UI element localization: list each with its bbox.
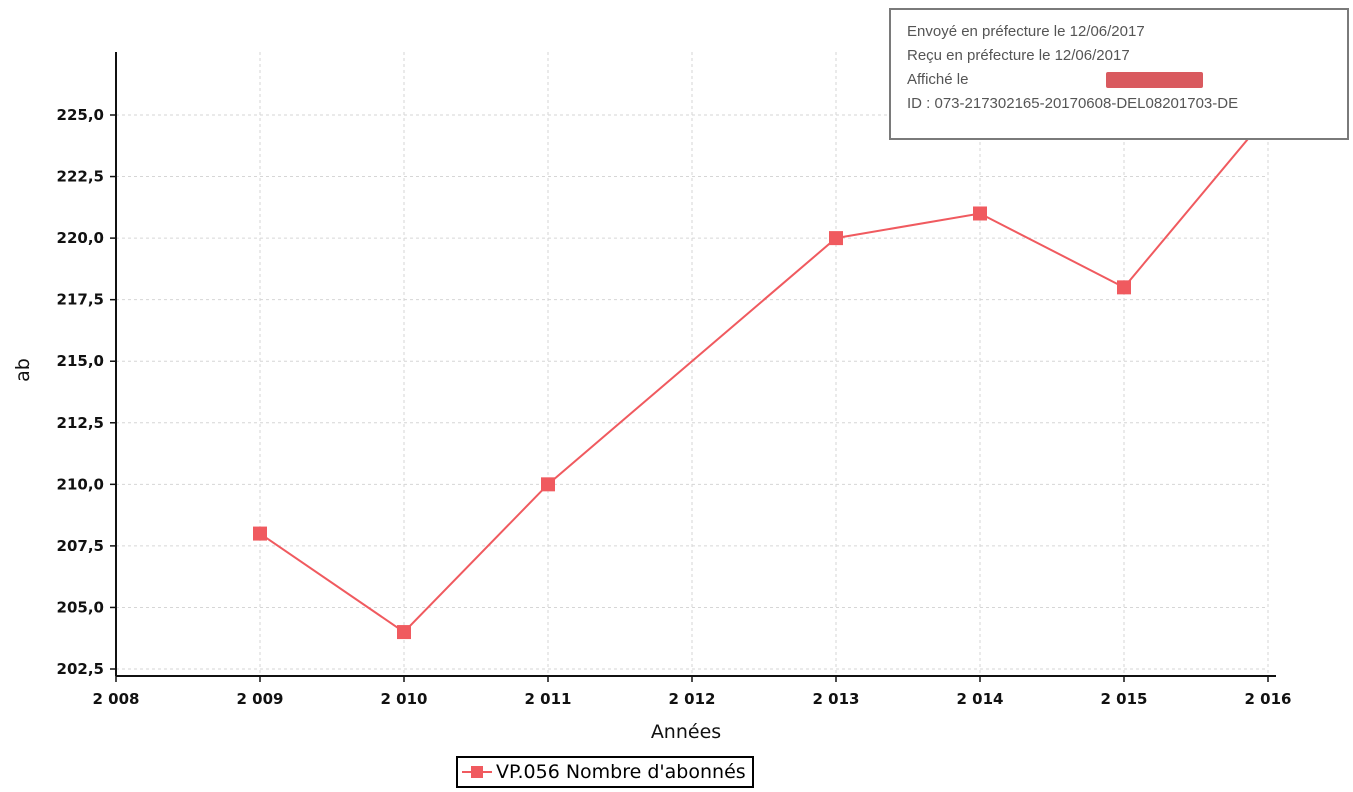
x-tick-labels: 2 008 2 009 2 010 2 011 2 012 2 013 2 014 2 015… (93, 690, 1292, 708)
x-tick-label: 2 009 (237, 690, 284, 708)
series-line (259, 114, 1269, 634)
y-tick-label: 212,5 (57, 414, 104, 432)
y-tick-label: 220,0 (57, 229, 104, 247)
y-axis-title: ab (12, 358, 34, 382)
x-tick-label: 2 014 (957, 690, 1004, 708)
y-tick-label: 202,5 (57, 660, 104, 678)
grid-lines (115, 52, 1269, 676)
x-axis-title: Années (651, 721, 721, 743)
data-point (1117, 280, 1131, 295)
x-tick-label: 2 008 (93, 690, 140, 708)
x-tick-label: 2 010 (381, 690, 428, 708)
data-point (973, 206, 987, 221)
x-tick-label: 2 013 (813, 690, 860, 708)
legend: VP.056 Nombre d'abonnés (456, 756, 754, 788)
series-group (253, 108, 1275, 640)
axes (110, 52, 1276, 682)
data-point (829, 231, 843, 246)
prefecture-stamp: Envoyé en préfecture le 12/06/2017 Reçu … (889, 8, 1349, 140)
stamp-id: ID : 073-217302165-20170608-DEL08201703-… (907, 95, 1239, 112)
berger-levrault-logo (1106, 72, 1204, 89)
x-tick-label: 2 015 (1101, 690, 1148, 708)
legend-series-marker-icon (462, 762, 492, 782)
data-point (397, 625, 411, 640)
y-tick-label: 217,5 (57, 291, 104, 309)
y-tick-labels: 202,5 205,0 207,5 210,0 212,5 215,0 217,5 220,0… (57, 106, 104, 678)
stamp-received-date: Reçu en préfecture le 12/06/2017 (907, 47, 1130, 64)
data-point (253, 526, 267, 541)
x-tick-label: 2 016 (1245, 690, 1292, 708)
y-tick-label: 225,0 (57, 106, 104, 124)
y-tick-label: 222,5 (57, 168, 104, 186)
stamp-displayed-label: Affiché le (907, 71, 969, 88)
data-point (541, 477, 555, 492)
y-tick-label: 210,0 (57, 475, 104, 493)
x-tick-label: 2 012 (669, 690, 716, 708)
x-tick-label: 2 011 (525, 690, 572, 708)
legend-series-label: VP.056 Nombre d'abonnés (496, 761, 746, 783)
stamp-sent-date: Envoyé en préfecture le 12/06/2017 (907, 23, 1145, 40)
stamp-displayed-row: Affiché le (907, 68, 1347, 92)
y-tick-label: 207,5 (57, 537, 104, 555)
y-tick-label: 205,0 (57, 598, 104, 616)
y-tick-label: 215,0 (57, 352, 104, 370)
